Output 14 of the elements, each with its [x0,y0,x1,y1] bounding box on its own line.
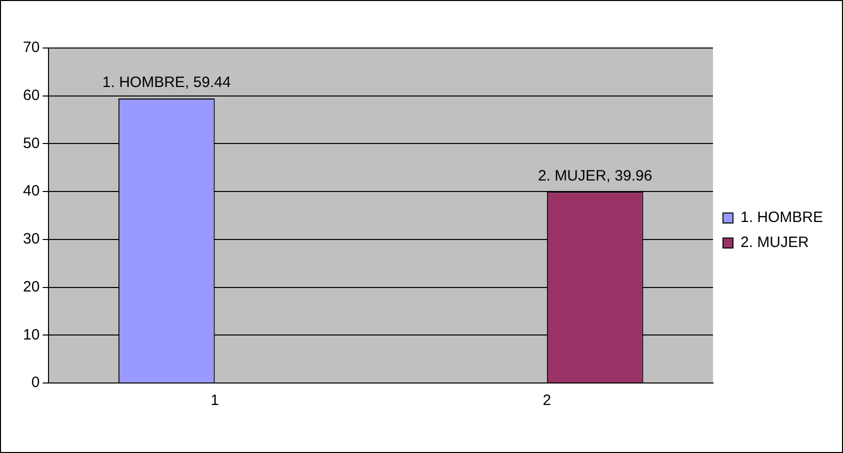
data-label: 1. HOMBRE, 59.44 [102,74,231,92]
y-tick-label: 10 [22,326,40,344]
x-tick-label: 1 [210,392,219,410]
data-label: 2. MUJER, 39.96 [538,167,652,184]
y-tick-label: 20 [22,278,40,296]
y-tick-label: 60 [22,87,40,104]
y-tick-label: 70 [22,39,40,56]
x-tick-label: 2 [542,392,552,410]
legend-label: 2. MUJER [740,234,809,252]
y-tick-label: 50 [22,134,40,152]
legend-label: 1. HOMBRE [740,209,823,226]
y-tick-label: 30 [22,230,40,248]
y-tick-label: 40 [22,182,40,200]
y-tick-label: 0 [31,374,40,392]
